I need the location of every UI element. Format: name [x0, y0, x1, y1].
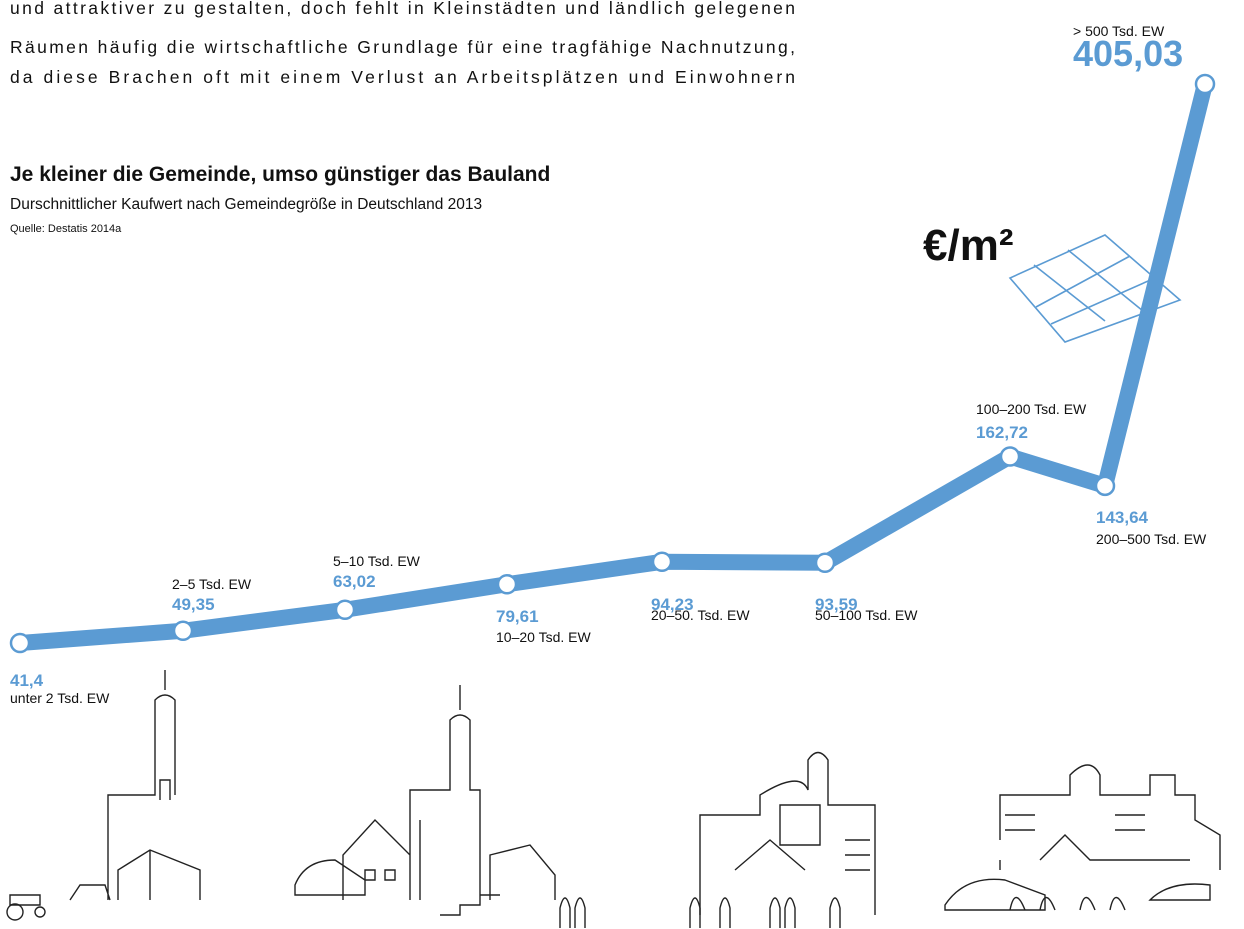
category-label: 5–10 Tsd. EW — [333, 553, 421, 569]
category-label: 20–50. Tsd. EW — [651, 607, 750, 623]
point — [172, 620, 194, 642]
point — [651, 551, 673, 573]
point — [814, 552, 836, 574]
value-label: 94,23 — [651, 595, 694, 614]
category-label: unter 2 Tsd. EW — [10, 690, 110, 706]
category-label: 200–500 Tsd. EW — [1096, 531, 1207, 547]
town-illustrations — [6, 670, 1221, 928]
point — [999, 446, 1021, 467]
value-label: 41,4 — [10, 671, 44, 690]
unit-label: €/m² — [923, 221, 1013, 270]
point — [496, 574, 518, 595]
category-label: > 500 Tsd. EW — [1073, 23, 1165, 39]
intro-line: Räumen häufig die wirtschaftliche Grundl… — [10, 37, 795, 57]
point — [334, 599, 356, 621]
category-label: 100–200 Tsd. EW — [976, 401, 1087, 417]
value-label: 405,03 — [1073, 33, 1183, 74]
category-label: 10–20 Tsd. EW — [496, 629, 591, 645]
chart-title: Je kleiner die Gemeinde, umso günstiger … — [10, 163, 550, 186]
point — [9, 632, 31, 654]
intro-line: da diese Brachen oft mit einem Verlust a… — [10, 67, 795, 87]
category-label: 2–5 Tsd. EW — [172, 576, 252, 592]
point — [1194, 73, 1216, 95]
value-label: 49,35 — [172, 595, 215, 614]
source: Quelle: Destatis 2014a — [10, 223, 122, 235]
value-label: 143,64 — [1096, 508, 1149, 527]
category-label: 50–100 Tsd. EW — [815, 607, 918, 623]
chart-subtitle: Durschnittlicher Kaufwert nach Gemeindeg… — [10, 196, 482, 213]
value-label: 93,59 — [815, 595, 858, 614]
point — [1094, 475, 1116, 497]
value-label: 63,02 — [333, 572, 376, 591]
value-label: 79,61 — [496, 607, 539, 626]
intro-line: und attraktiver zu gestalten, doch fehlt… — [10, 0, 795, 18]
value-label: 162,72 — [976, 423, 1028, 442]
